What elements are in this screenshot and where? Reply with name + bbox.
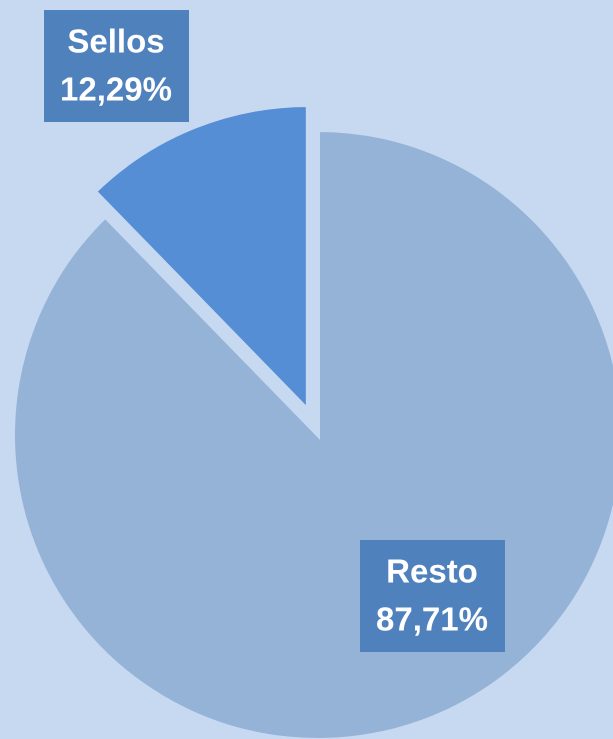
pie-slice xyxy=(92,102,310,415)
slice-name: Resto xyxy=(386,553,478,590)
slice-value: 87,71% xyxy=(376,601,488,638)
slice-value: 12,29% xyxy=(60,71,172,108)
label-box xyxy=(44,10,189,122)
slice-name: Sellos xyxy=(67,23,164,60)
label-box xyxy=(360,540,505,652)
